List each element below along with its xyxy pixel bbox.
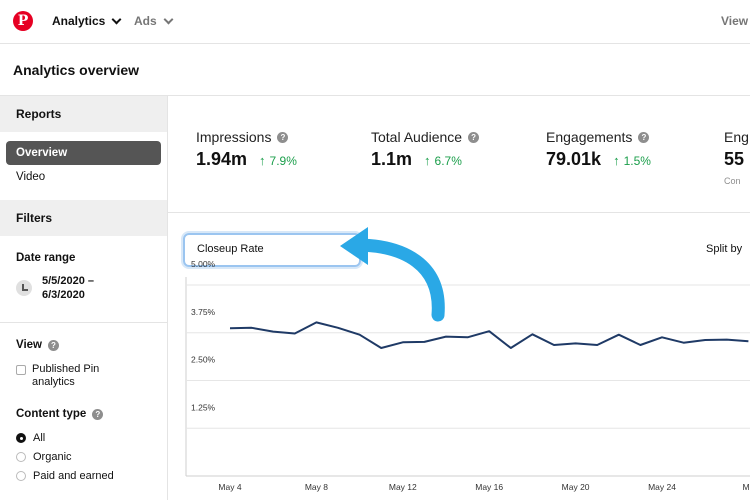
view-label-text: View (16, 339, 42, 351)
view-link[interactable]: View (721, 14, 749, 28)
metric-engagements[interactable]: Engagements ? 79.01k ↑ 1.5% (546, 129, 651, 170)
metric-change: ↑ 6.7% (424, 153, 462, 168)
x-tick-label: May 4 (218, 482, 241, 492)
date-range-picker[interactable]: 5/5/2020 – 6/3/2020 (16, 274, 94, 302)
divider (0, 322, 167, 323)
content-type-all-label: All (33, 432, 46, 444)
x-tick-label: May 24 (648, 482, 676, 492)
metric-value: 1.1m (371, 149, 413, 169)
x-tick-label: May 20 (562, 482, 590, 492)
analytics-menu-label: Analytics (52, 14, 106, 28)
metric-change: ↑ 1.5% (613, 153, 651, 168)
sidebar-item-video[interactable]: Video (16, 171, 46, 183)
content-type-paid-label: Paid and earned (33, 470, 114, 482)
metric-total-audience[interactable]: Total Audience ? 1.1m ↑ 6.7% (371, 129, 480, 170)
metric-change-value: 6.7% (434, 153, 462, 168)
y-tick-label: 2.50% (191, 355, 216, 365)
metrics-summary: Impressions ? 1.94m ↑ 7.9% Total Audienc… (168, 96, 750, 213)
annotation-arrow-head (340, 227, 368, 265)
content-type-organic-radio[interactable]: Organic (16, 451, 72, 463)
metric-title: Impressions ? (196, 129, 297, 145)
content-type-label: Content type ? (16, 408, 104, 420)
chart-gridlines (185, 277, 750, 477)
help-icon[interactable]: ? (468, 131, 480, 143)
metric-values: 1.94m ↑ 7.9% (196, 149, 297, 170)
help-icon[interactable]: ? (92, 408, 104, 420)
checkbox-icon[interactable] (16, 365, 26, 375)
ads-menu-label: Ads (134, 14, 157, 28)
metric-impressions[interactable]: Impressions ? 1.94m ↑ 7.9% (196, 129, 297, 170)
x-tick-label: Ma (742, 482, 750, 492)
y-axis-ticks: 1.25% 2.50% 3.75% 5.00% (191, 259, 216, 412)
annotation-arrow (349, 238, 445, 322)
metric-engagement-rate[interactable]: Eng 55 Con (724, 129, 749, 186)
x-tick-label: May 16 (475, 482, 503, 492)
help-icon[interactable]: ? (48, 339, 59, 351)
metric-change-value: 1.5% (623, 153, 651, 168)
series-points (229, 322, 749, 349)
view-label: View ? (16, 339, 59, 351)
sidebar-item-overview[interactable]: Overview (6, 141, 161, 165)
content-type-all-radio[interactable]: All (16, 432, 45, 444)
arrow-up-icon: ↑ (613, 153, 620, 168)
published-pin-analytics-checkbox[interactable]: Published Pin analytics (16, 363, 99, 389)
metric-title: Engagements ? (546, 129, 651, 145)
radio-selected-icon[interactable] (16, 433, 26, 443)
y-tick-label: 5.00% (191, 259, 216, 269)
metric-subtext: Con (724, 176, 741, 186)
x-axis-ticks: May 4 May 8 May 12 May 16 May 20 May 24 Ma (218, 482, 750, 492)
radio-icon[interactable] (16, 452, 26, 462)
content-type-label-text: Content type (16, 408, 87, 420)
radio-icon[interactable] (16, 471, 26, 481)
help-icon[interactable]: ? (277, 131, 289, 143)
page-title: Analytics overview (13, 62, 140, 78)
content-type-organic-label: Organic (33, 451, 72, 463)
help-icon[interactable]: ? (638, 131, 650, 143)
chart-card: Closeup Rate Split by 1.25% 2.50% 3.75% 5.0… (168, 213, 750, 500)
series-line (229, 321, 749, 349)
date-range-start: 5/5/2020 – (42, 275, 94, 287)
reports-heading: Reports (0, 96, 167, 132)
metric-values: 1.1m ↑ 6.7% (371, 149, 479, 170)
clock-icon (16, 280, 32, 296)
metric-title: Total Audience ? (371, 129, 480, 145)
date-range-label-text: Date range (16, 252, 76, 264)
ads-menu[interactable]: Ads (134, 14, 174, 28)
metric-title: Eng (724, 129, 749, 145)
date-range-value: 5/5/2020 – 6/3/2020 (42, 274, 94, 302)
metric-value: 79.01k (546, 149, 602, 169)
pinterest-logo[interactable]: P (13, 11, 33, 31)
analytics-menu[interactable]: Analytics (52, 14, 122, 28)
page-header: Analytics overview (0, 44, 750, 96)
line-chart: 1.25%2.50%3.75%5.00% May 4 May 8 May 12 May… (185, 227, 750, 492)
sidebar: Reports Overview Video Filters Date rang… (0, 96, 168, 500)
chevron-down-icon (163, 14, 174, 24)
metric-values: 79.01k ↑ 1.5% (546, 149, 651, 170)
metric-title-text: Impressions (196, 129, 272, 145)
date-range-end: 6/3/2020 (42, 289, 85, 301)
date-range-label: Date range (16, 252, 75, 264)
metric-change-value: 7.9% (269, 153, 297, 168)
arrow-up-icon: ↑ (424, 153, 431, 168)
chevron-down-icon (111, 14, 122, 24)
filters-heading: Filters (0, 200, 167, 236)
metric-value: 55 (724, 149, 745, 169)
metric-values: 55 (724, 149, 749, 170)
published-pin-analytics-label: Published Pin analytics (32, 363, 99, 389)
x-tick-label: May 8 (305, 482, 328, 492)
metric-title-text: Total Audience (371, 129, 463, 145)
y-tick-label: 1.25% (191, 402, 216, 412)
published-pin-line1: Published Pin (32, 363, 100, 375)
arrow-up-icon: ↑ (259, 153, 266, 168)
x-tick-label: May 12 (389, 482, 417, 492)
content-type-paid-radio[interactable]: Paid and earned (16, 470, 114, 482)
metric-title-text: Engagements (546, 129, 633, 145)
metric-change: ↑ 7.9% (259, 153, 297, 168)
metric-value: 1.94m (196, 149, 248, 169)
top-nav: P Analytics Ads View (0, 0, 750, 44)
y-tick-label: 3.75% (191, 307, 216, 317)
published-pin-line2: analytics (32, 376, 75, 388)
split-by-control[interactable]: Split by (706, 243, 743, 255)
metric-title-text: Eng (724, 129, 749, 145)
